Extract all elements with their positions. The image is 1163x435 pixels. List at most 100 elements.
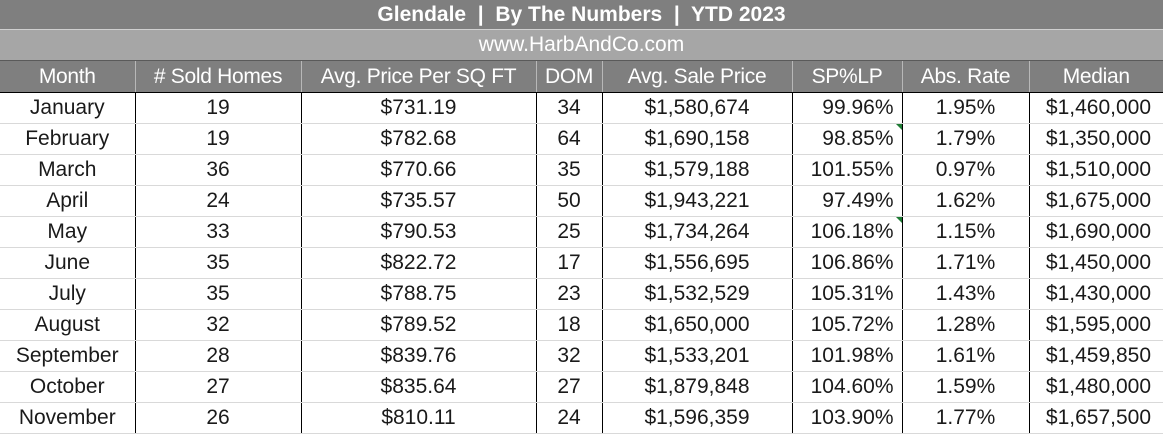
sp-lp-cell[interactable]: 106.18% [792,216,903,248]
sp-lp-cell[interactable]: 105.31% [792,278,903,310]
sp-lp-cell[interactable]: 106.86% [792,247,903,279]
header-abs-rate[interactable]: Abs. Rate [902,61,1030,93]
median-cell[interactable]: $1,690,000 [1029,216,1163,248]
month-cell[interactable]: September [0,340,136,372]
median-cell[interactable]: $1,480,000 [1029,371,1163,403]
avg-sale-price-cell[interactable]: $1,532,529 [602,278,793,310]
dom-cell[interactable]: 27 [536,371,603,403]
abs-rate-cell[interactable]: 1.95% [902,92,1030,124]
median-cell[interactable]: $1,595,000 [1029,309,1163,341]
avg-sale-price-cell[interactable]: $1,690,158 [602,123,793,155]
abs-rate-cell[interactable]: 1.77% [902,402,1030,434]
dom-cell[interactable]: 32 [536,340,603,372]
header-month[interactable]: Month [0,61,136,93]
price-per-sqft-cell[interactable]: $839.76 [301,340,537,372]
price-per-sqft-cell[interactable]: $788.75 [301,278,537,310]
dom-cell[interactable]: 35 [536,154,603,186]
avg-sale-price-cell[interactable]: $1,650,000 [602,309,793,341]
sp-lp-cell[interactable]: 101.55% [792,154,903,186]
header-median[interactable]: Median [1029,61,1163,93]
median-cell[interactable]: $1,510,000 [1029,154,1163,186]
median-cell[interactable]: $1,430,000 [1029,278,1163,310]
median-cell[interactable]: $1,657,500 [1029,402,1163,434]
month-cell[interactable]: August [0,309,136,341]
abs-rate-cell[interactable]: 1.71% [902,247,1030,279]
avg-sale-price-cell[interactable]: $1,596,359 [602,402,793,434]
dom-cell[interactable]: 23 [536,278,603,310]
header-avg-sale-price[interactable]: Avg. Sale Price [602,61,793,93]
month-cell[interactable]: March [0,154,136,186]
median-cell[interactable]: $1,460,000 [1029,92,1163,124]
header-price-per-sqft[interactable]: Avg. Price Per SQ FT [301,61,537,93]
sold-homes-cell[interactable]: 36 [135,154,302,186]
avg-sale-price-cell[interactable]: $1,533,201 [602,340,793,372]
sold-homes-cell[interactable]: 33 [135,216,302,248]
sold-homes-cell[interactable]: 27 [135,371,302,403]
median-cell[interactable]: $1,459,850 [1029,340,1163,372]
price-per-sqft-cell[interactable]: $770.66 [301,154,537,186]
median-cell[interactable]: $1,350,000 [1029,123,1163,155]
month-cell[interactable]: February [0,123,136,155]
avg-sale-price-cell[interactable]: $1,556,695 [602,247,793,279]
abs-rate-cell[interactable]: 1.43% [902,278,1030,310]
header-sold-homes[interactable]: # Sold Homes [135,61,302,93]
month-cell[interactable]: July [0,278,136,310]
sold-homes-cell[interactable]: 19 [135,92,302,124]
month-cell[interactable]: January [0,92,136,124]
sold-homes-cell[interactable]: 19 [135,123,302,155]
numbers-table: Month # Sold Homes Avg. Price Per SQ FT … [0,61,1163,434]
avg-sale-price-cell[interactable]: $1,579,188 [602,154,793,186]
month-cell[interactable]: April [0,185,136,217]
sp-lp-cell[interactable]: 103.90% [792,402,903,434]
abs-rate-cell[interactable]: 1.79% [902,123,1030,155]
month-cell[interactable]: June [0,247,136,279]
avg-sale-price-cell[interactable]: $1,580,674 [602,92,793,124]
month-cell[interactable]: November [0,402,136,434]
sold-homes-cell[interactable]: 26 [135,402,302,434]
sold-homes-cell[interactable]: 35 [135,247,302,279]
price-per-sqft-cell[interactable]: $835.64 [301,371,537,403]
sold-homes-cell[interactable]: 24 [135,185,302,217]
avg-sale-price-cell[interactable]: $1,879,848 [602,371,793,403]
table-row: June 35 $822.72 17 $1,556,695 106.86% 1.71% $1,… [0,247,1163,279]
sp-lp-cell[interactable]: 98.85% [792,123,903,155]
median-cell[interactable]: $1,675,000 [1029,185,1163,217]
price-per-sqft-cell[interactable]: $822.72 [301,247,537,279]
dom-cell[interactable]: 25 [536,216,603,248]
dom-cell[interactable]: 18 [536,309,603,341]
abs-rate-cell[interactable]: 1.61% [902,340,1030,372]
abs-rate-cell[interactable]: 1.28% [902,309,1030,341]
abs-rate-cell[interactable]: 1.15% [902,216,1030,248]
dom-cell[interactable]: 34 [536,92,603,124]
price-per-sqft-cell[interactable]: $782.68 [301,123,537,155]
header-sp-lp[interactable]: SP%LP [792,61,903,93]
sp-lp-cell[interactable]: 101.98% [792,340,903,372]
dom-cell[interactable]: 24 [536,402,603,434]
dom-cell[interactable]: 17 [536,247,603,279]
dom-cell[interactable]: 50 [536,185,603,217]
sp-lp-cell[interactable]: 99.96% [792,92,903,124]
dom-cell[interactable]: 64 [536,123,603,155]
website-url: www.HarbAndCo.com [0,30,1163,61]
month-cell[interactable]: October [0,371,136,403]
sp-lp-cell[interactable]: 105.72% [792,309,903,341]
abs-rate-cell[interactable]: 1.59% [902,371,1030,403]
price-per-sqft-cell[interactable]: $735.57 [301,185,537,217]
month-cell[interactable]: May [0,216,136,248]
avg-sale-price-cell[interactable]: $1,734,264 [602,216,793,248]
sp-lp-cell[interactable]: 97.49% [792,185,903,217]
price-per-sqft-cell[interactable]: $789.52 [301,309,537,341]
sold-homes-cell[interactable]: 32 [135,309,302,341]
sold-homes-cell[interactable]: 35 [135,278,302,310]
median-cell[interactable]: $1,450,000 [1029,247,1163,279]
sp-lp-cell[interactable]: 104.60% [792,371,903,403]
header-dom[interactable]: DOM [536,61,603,93]
abs-rate-cell[interactable]: 1.62% [902,185,1030,217]
avg-sale-price-cell[interactable]: $1,943,221 [602,185,793,217]
price-per-sqft-cell[interactable]: $790.53 [301,216,537,248]
sold-homes-cell[interactable]: 28 [135,340,302,372]
price-per-sqft-cell[interactable]: $810.11 [301,402,537,434]
abs-rate-cell[interactable]: 0.97% [902,154,1030,186]
table-row: January 19 $731.19 34 $1,580,674 99.96% 1.95% $… [0,92,1163,124]
price-per-sqft-cell[interactable]: $731.19 [301,92,537,124]
